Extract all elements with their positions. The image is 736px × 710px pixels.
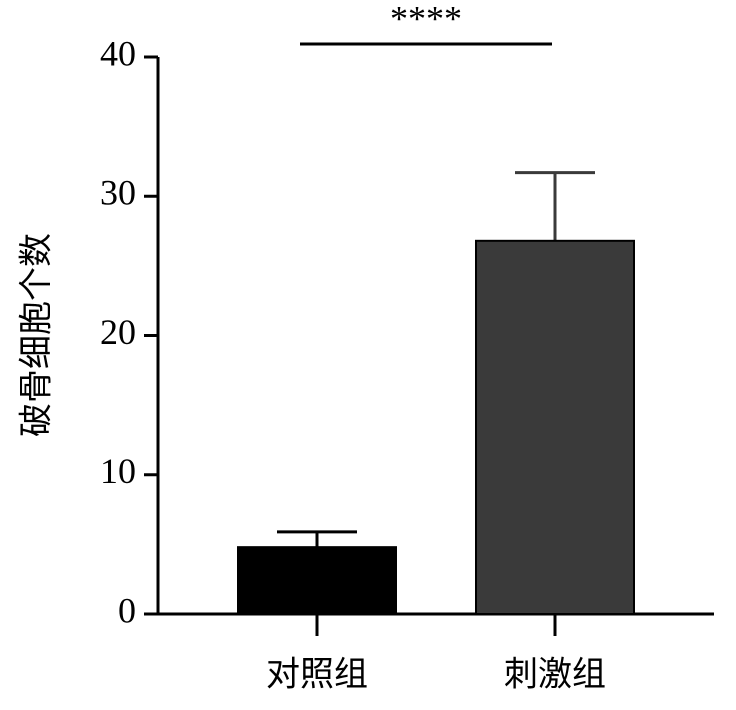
bar [475,239,635,615]
y-tick-label: 20 [100,312,136,352]
y-tick-label: 0 [118,590,136,630]
y-tick-label: 40 [100,33,136,73]
x-tick-label: 对照组 [266,655,368,695]
significance-label: **** [390,0,462,38]
y-tick-label: 10 [100,451,136,491]
y-tick-label: 30 [100,173,136,213]
y-axis-label: 破骨细胞个数 [17,233,57,437]
x-tick-label: 刺激组 [504,655,606,695]
bar [237,546,397,615]
